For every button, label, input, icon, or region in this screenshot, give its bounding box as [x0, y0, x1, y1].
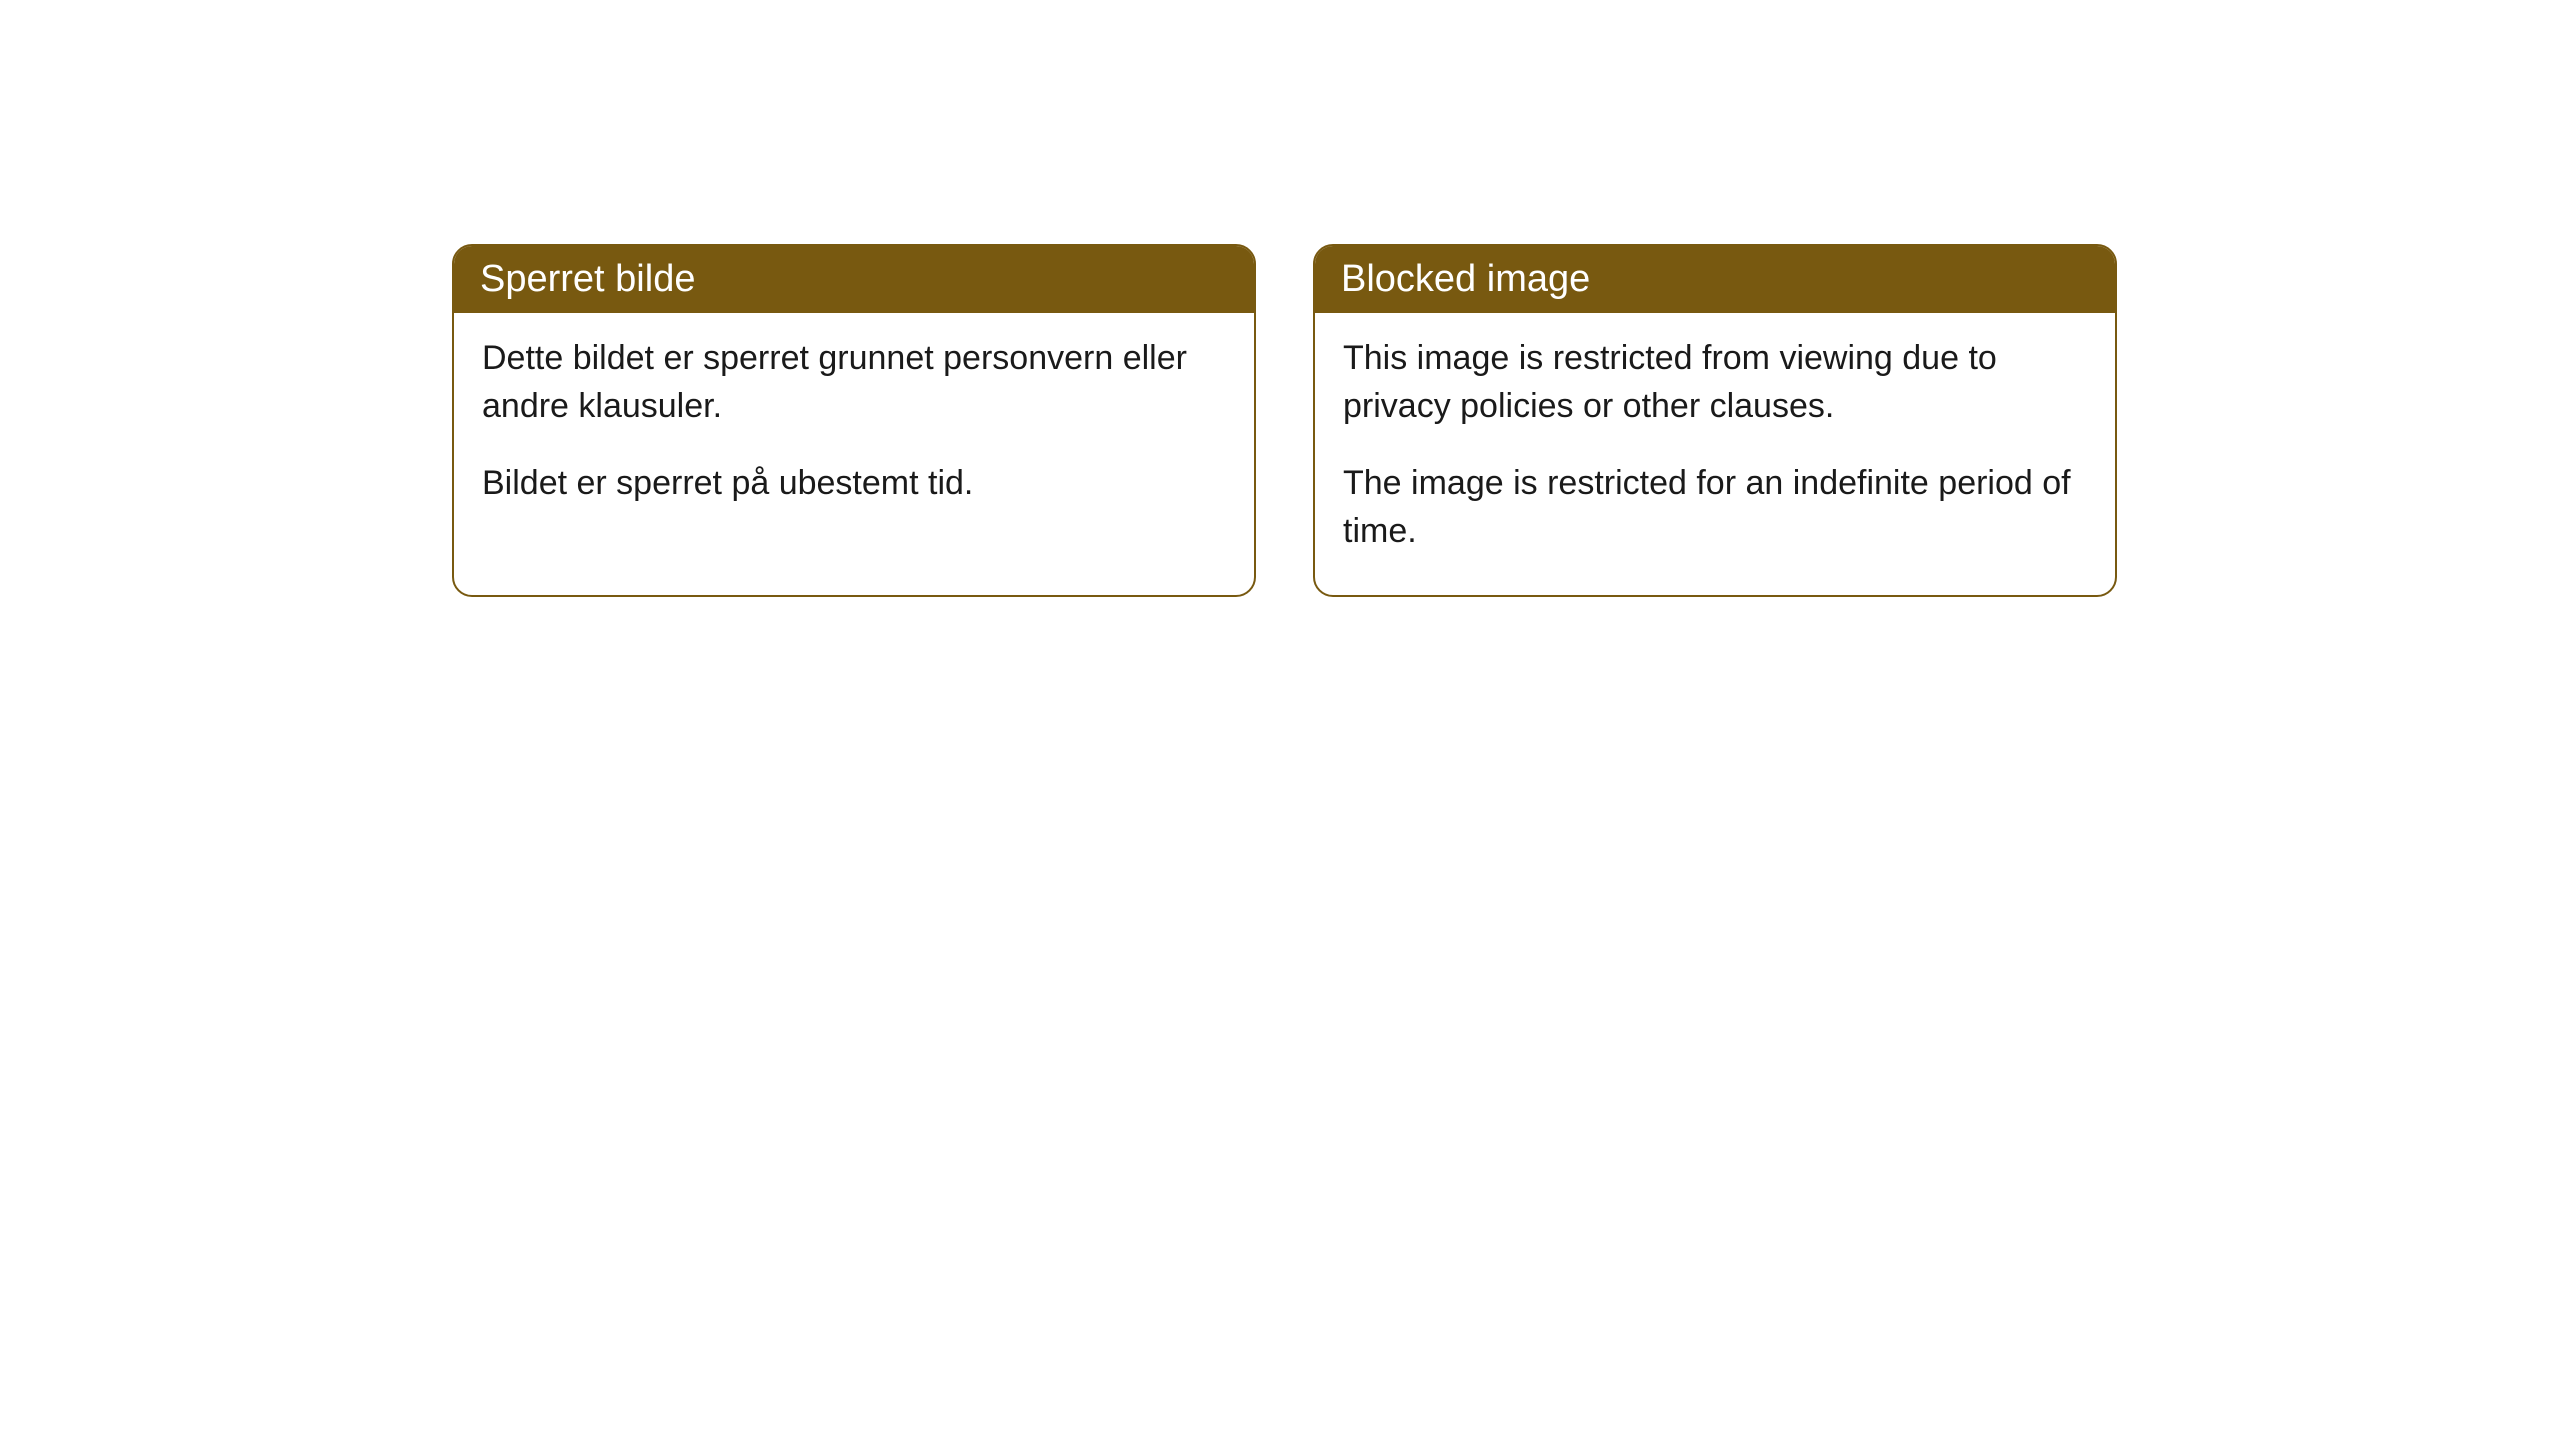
card-paragraph: Bildet er sperret på ubestemt tid.: [482, 460, 1226, 508]
card-paragraph: Dette bildet er sperret grunnet personve…: [482, 335, 1226, 430]
card-title: Sperret bilde: [480, 258, 695, 300]
card-body: This image is restricted from viewing du…: [1315, 313, 2115, 595]
card-body: Dette bildet er sperret grunnet personve…: [454, 313, 1254, 548]
blocked-image-card-norwegian: Sperret bilde Dette bildet er sperret gr…: [452, 244, 1256, 597]
cards-container: Sperret bilde Dette bildet er sperret gr…: [0, 0, 2560, 597]
card-paragraph: The image is restricted for an indefinit…: [1343, 460, 2087, 555]
card-header: Sperret bilde: [454, 246, 1254, 313]
blocked-image-card-english: Blocked image This image is restricted f…: [1313, 244, 2117, 597]
card-title: Blocked image: [1341, 258, 1590, 300]
card-header: Blocked image: [1315, 246, 2115, 313]
card-paragraph: This image is restricted from viewing du…: [1343, 335, 2087, 430]
